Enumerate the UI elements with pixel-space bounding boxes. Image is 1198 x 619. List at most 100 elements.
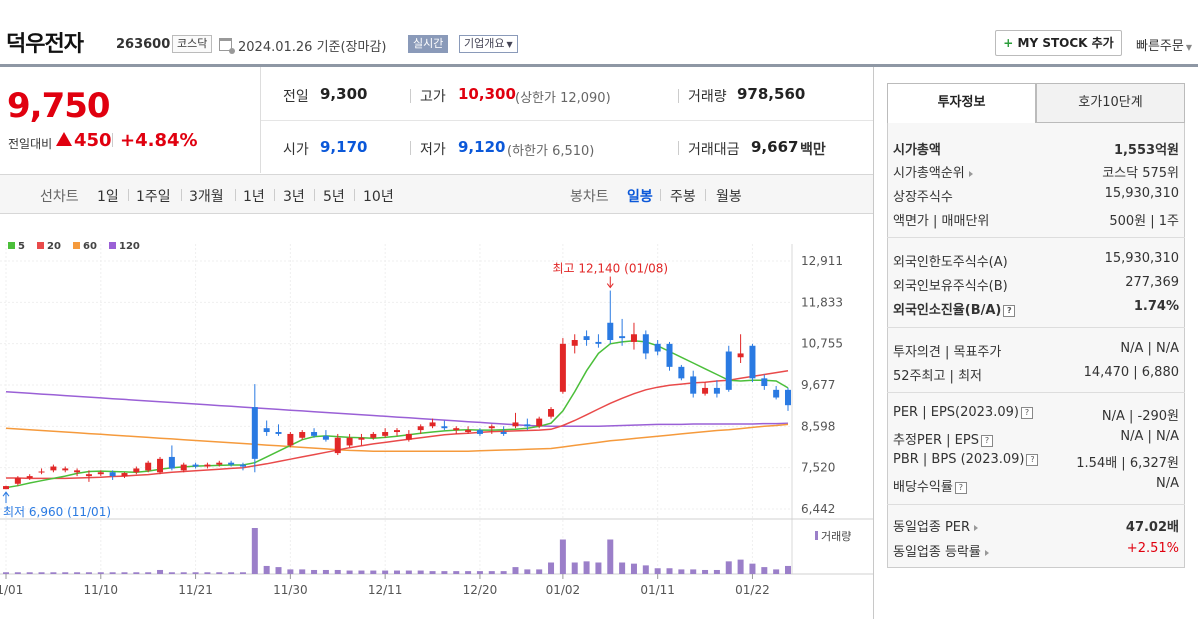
x-tick-label: 11/10 <box>83 583 118 597</box>
candle-body <box>26 476 33 479</box>
mystock-add-button[interactable]: + MY STOCK 추가 <box>995 30 1122 56</box>
market-cap-rank-link[interactable]: 시가총액순위 <box>893 162 973 181</box>
period-5y[interactable]: 5년 <box>323 189 345 205</box>
amount-value: 9,667 <box>751 138 799 156</box>
period-monthly[interactable]: 월봉 <box>716 189 742 205</box>
help-icon[interactable]: ? <box>1020 406 1033 419</box>
period-separator <box>181 189 182 201</box>
candle-body <box>192 464 199 467</box>
volume-bar <box>737 559 744 574</box>
realtime-button[interactable]: 실시간 <box>408 35 449 53</box>
chevron-right-icon <box>984 549 989 556</box>
foreign-hold-label: 외국인보유주식수(B) <box>893 279 1008 294</box>
candle-body <box>74 470 81 473</box>
period-weekly[interactable]: 주봉 <box>670 189 696 205</box>
period-1d[interactable]: 1일 <box>97 189 119 205</box>
legend-label: 60 <box>83 241 97 252</box>
shares-label: 상장주식수 <box>893 190 953 205</box>
y-tick-label: 6,442 <box>801 502 835 516</box>
period-1w[interactable]: 1주일 <box>136 189 171 205</box>
volume-bar <box>500 571 507 574</box>
ma20-line <box>6 369 789 480</box>
help-icon[interactable]: ? <box>1026 453 1039 466</box>
x-tick-label: 01/11 <box>640 583 675 597</box>
candle-body <box>583 336 590 341</box>
candle-body <box>251 407 258 459</box>
period-separator <box>354 189 355 201</box>
period-separator <box>660 189 661 201</box>
industry-rate-label: 동일업종 등락률 <box>893 545 981 560</box>
period-separator <box>314 189 315 201</box>
volume-bar <box>97 572 104 574</box>
week52-value: 14,470 | 6,880 <box>1083 365 1179 380</box>
y-tick-label: 10,755 <box>801 337 843 351</box>
help-icon[interactable]: ? <box>1003 304 1016 317</box>
candle-body <box>370 433 377 438</box>
per-label: PER | EPS(2023.09) <box>893 405 1019 420</box>
volume-bar <box>311 569 318 574</box>
period-3y[interactable]: 3년 <box>283 189 305 205</box>
period-3m[interactable]: 3개월 <box>189 189 224 205</box>
amount-unit: 백만 <box>800 142 826 158</box>
x-tick-label: 12/20 <box>463 583 498 597</box>
volume-bar <box>346 570 353 574</box>
period-1y[interactable]: 1년 <box>243 189 265 205</box>
calendar-icon <box>219 38 235 54</box>
upper-limit: (상한가 12,090) <box>515 91 611 106</box>
foreign-limit-label: 외국인한도주식수(A) <box>893 255 1008 270</box>
max-arrow-head <box>606 283 614 289</box>
help-icon[interactable]: ? <box>954 481 967 494</box>
period-separator <box>235 189 236 201</box>
tab-quote-10[interactable]: 호가10단계 <box>1036 83 1185 123</box>
volume-bar <box>453 571 460 574</box>
volume-bar <box>595 562 602 574</box>
volume-bar <box>773 569 780 574</box>
volume-bar <box>145 572 152 574</box>
price-box <box>0 67 261 173</box>
company-overview-button[interactable]: 기업개요 ▼ <box>459 35 518 53</box>
base-date: 2024.01.26 기준(장마감) <box>238 40 387 55</box>
candle-body <box>394 430 400 433</box>
change-value: 450 <box>74 130 112 151</box>
candle-body <box>168 456 175 469</box>
mystock-label: MY STOCK 추가 <box>1017 36 1114 50</box>
candle-body <box>14 478 21 484</box>
quote-separator <box>410 141 411 155</box>
candle-body <box>773 389 780 398</box>
opinion-value: N/A | N/A <box>1120 341 1179 356</box>
industry-rate-link[interactable]: 동일업종 등락률 <box>893 541 989 560</box>
per-value: N/A | -290원 <box>1101 409 1179 424</box>
candle-body <box>690 376 697 394</box>
dividend-label: 배당수익률 <box>893 480 953 495</box>
chart-background <box>0 214 873 619</box>
candle-body <box>512 422 519 427</box>
volume-bar <box>322 569 329 574</box>
volume-bar <box>630 563 637 574</box>
tab-invest-info[interactable]: 투자정보 <box>887 83 1036 123</box>
industry-per-link[interactable]: 동일업종 PER <box>893 516 979 535</box>
open-label: 시가 <box>283 142 309 158</box>
per-row: PER | EPS(2023.09)? <box>893 405 1033 420</box>
x-tick-label: 01/22 <box>735 583 770 597</box>
candle-body <box>524 424 531 427</box>
volume-bar <box>14 572 21 574</box>
volume-bar <box>678 569 685 574</box>
chevron-right-icon <box>974 524 979 531</box>
candle-body <box>109 472 116 477</box>
foreign-ratio-label: 외국인소진율(B/A) <box>893 303 1002 318</box>
period-10y[interactable]: 10년 <box>363 189 394 205</box>
volume-bar <box>607 539 614 574</box>
candle-body <box>465 430 472 433</box>
period-daily[interactable]: 일봉 <box>627 189 653 205</box>
legend-swatch <box>109 242 116 249</box>
chevron-down-icon: ▼ <box>1185 43 1192 52</box>
quick-order-button[interactable]: 빠른주문 ▼ <box>1136 35 1192 54</box>
candle-body <box>785 389 791 406</box>
candle-body <box>642 334 649 354</box>
candle-body <box>476 430 483 434</box>
help-icon[interactable]: ? <box>980 434 993 447</box>
volume-bar <box>157 569 164 574</box>
candle-body <box>713 387 720 394</box>
stock-chart[interactable]: 12,911 11,833 10,755 9,677 8,598 7,520 6,442 11… <box>0 214 873 619</box>
volume-bar <box>417 570 424 574</box>
